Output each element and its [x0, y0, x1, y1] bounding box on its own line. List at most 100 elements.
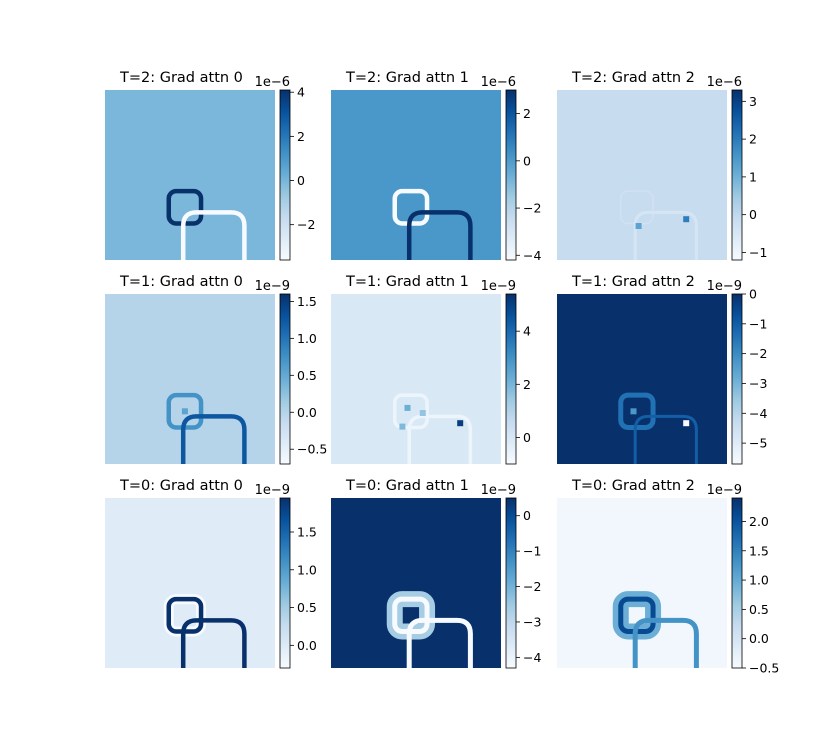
heatmap-panel-6: T=0: Grad attn 0 1e−9 0.0 0.5 1.0 1.5 — [105, 478, 317, 669]
heatmap-arch-stroke — [180, 210, 247, 260]
colorbar: 1e−9 0 2 4 — [481, 279, 531, 465]
heatmap-arch-stroke — [407, 414, 473, 464]
heatmap-image — [331, 498, 501, 668]
colorbar-multiplier: 1e−6 — [255, 75, 290, 90]
colorbar: 1e−9 0.0 0.5 1.0 1.5 — [255, 483, 317, 669]
colorbar-tick-label: 0.0 — [297, 405, 317, 420]
colorbar-tick-label: −1 — [749, 245, 767, 260]
colorbar-tick-label: −5 — [749, 436, 767, 451]
colorbar-tick-label: 2.0 — [749, 514, 769, 529]
heatmap-arch-stroke — [180, 414, 247, 464]
heatmap-image — [105, 294, 275, 464]
heatmap-image — [557, 294, 727, 464]
panel-title: T=1: Grad attn 2 — [571, 274, 695, 290]
colorbar-gradient — [279, 89, 291, 261]
heatmap-spot — [683, 216, 690, 223]
heatmap-image — [331, 294, 501, 464]
colorbar-tick-label: 1.0 — [297, 331, 317, 346]
colorbar-tick-label: −3 — [523, 614, 541, 629]
colorbar-multiplier: 1e−9 — [707, 483, 742, 498]
heatmap-image — [105, 90, 275, 260]
heatmap-panel-3: T=1: Grad attn 0 1e−9 −0.5 0.0 0.5 1.0 1.5 — [105, 274, 327, 465]
heatmap-arch-stroke — [406, 617, 473, 668]
heatmap-panel-5: T=1: Grad attn 2 1e−9 −5 −4 −3 −2 −1 0 — [557, 274, 767, 465]
colorbar-tick-label: 0.5 — [297, 600, 317, 615]
panel-title: T=1: Grad attn 0 — [119, 274, 243, 290]
panel-title: T=2: Grad attn 1 — [345, 70, 469, 86]
panel-title: T=0: Grad attn 0 — [119, 478, 243, 494]
colorbar-tick-label: 2 — [523, 106, 531, 121]
colorbar-multiplier: 1e−6 — [707, 75, 742, 90]
colorbar-tick-label: −3 — [749, 376, 767, 391]
heatmap-background — [331, 90, 501, 260]
heatmap-background — [105, 498, 275, 668]
heatmap-background — [557, 90, 727, 260]
colorbar-tick-label: 0.0 — [749, 631, 769, 646]
colorbar-tick-label: −0.5 — [297, 442, 327, 457]
colorbar-tick-label: 2 — [297, 129, 305, 144]
colorbar: 1e−6 −2 0 2 4 — [255, 75, 315, 261]
heatmap-arch-stroke — [632, 617, 699, 668]
colorbar-tick-label: −2 — [523, 579, 541, 594]
colorbar-multiplier: 1e−9 — [707, 279, 742, 294]
colorbar-tick-label: 0 — [523, 153, 531, 168]
colorbar-gradient — [505, 89, 517, 261]
panel-title: T=2: Grad attn 0 — [119, 70, 243, 86]
heatmap-arch-stroke — [633, 210, 698, 260]
heatmap-circle-stroke — [618, 392, 656, 430]
colorbar-tick-label: 0 — [523, 430, 531, 445]
heatmap-spot — [419, 410, 426, 416]
colorbar: 1e−9 −0.5 0.0 0.5 1.0 1.5 — [255, 279, 327, 465]
colorbar-tick-label: 3 — [749, 94, 757, 109]
heatmap-image — [331, 90, 501, 260]
colorbar-gradient — [505, 497, 517, 669]
heatmap-arch-stroke — [180, 618, 247, 668]
colorbar: 1e−9 −5 −4 −3 −2 −1 0 — [707, 279, 767, 465]
heatmap-background — [557, 294, 727, 464]
colorbar-gradient — [279, 293, 291, 465]
heatmap-panel-4: T=1: Grad attn 1 1e−9 0 2 4 — [331, 274, 531, 465]
colorbar-tick-label: 1.5 — [749, 543, 769, 558]
panel-title: T=1: Grad attn 1 — [345, 274, 469, 290]
heatmap-background — [331, 294, 501, 464]
heatmap-background — [105, 294, 275, 464]
colorbar-gradient — [505, 293, 517, 465]
heatmap-image — [557, 90, 727, 260]
colorbar-tick-label: −0.5 — [749, 661, 779, 676]
colorbar-tick-label: 1 — [749, 169, 757, 184]
colorbar-tick-label: −1 — [523, 544, 541, 559]
colorbar-tick-label: −4 — [523, 248, 541, 263]
heatmap-image — [557, 498, 727, 668]
heatmap-panel-8: T=0: Grad attn 2 1e−9 −0.5 0.0 0.5 1.0 1.5 2.0 — [557, 478, 779, 676]
heatmap-spot — [635, 223, 642, 229]
colorbar-multiplier: 1e−6 — [481, 75, 516, 90]
colorbar-tick-label: 4 — [523, 324, 531, 339]
colorbar-tick-label: 1.5 — [297, 525, 317, 540]
colorbar-tick-label: 0 — [297, 173, 305, 188]
heatmap-spot — [399, 423, 406, 430]
colorbar-gradient — [731, 293, 743, 465]
colorbar-tick-label: 1.0 — [749, 573, 769, 588]
heatmap-panel-0: T=2: Grad attn 0 1e−6 −2 0 2 4 — [105, 70, 315, 261]
panel-title: T=0: Grad attn 2 — [571, 478, 695, 494]
heatmap-arch-stroke — [406, 210, 473, 260]
colorbar-tick-label: 0 — [523, 508, 531, 523]
heatmap-background — [331, 498, 501, 668]
colorbar-gradient — [731, 497, 743, 669]
heatmap-background — [557, 498, 727, 668]
colorbar-gradient — [731, 89, 743, 261]
heatmap-panel-1: T=2: Grad attn 1 1e−6 −4 −2 0 2 — [331, 70, 541, 263]
heatmap-spot — [683, 420, 690, 427]
colorbar: 1e−9 −4 −3 −2 −1 0 — [481, 483, 541, 669]
panel-title: T=2: Grad attn 2 — [571, 70, 695, 86]
colorbar-tick-label: 0.0 — [297, 638, 317, 653]
heatmap-spot — [181, 408, 188, 415]
colorbar-tick-label: 0.5 — [749, 602, 769, 617]
colorbar-multiplier: 1e−9 — [255, 483, 290, 498]
heatmap-spot — [457, 420, 464, 427]
colorbar-multiplier: 1e−9 — [481, 483, 516, 498]
colorbar-gradient — [279, 497, 291, 669]
colorbar-tick-label: 2 — [523, 377, 531, 392]
heatmap-arch-stroke — [633, 414, 698, 464]
